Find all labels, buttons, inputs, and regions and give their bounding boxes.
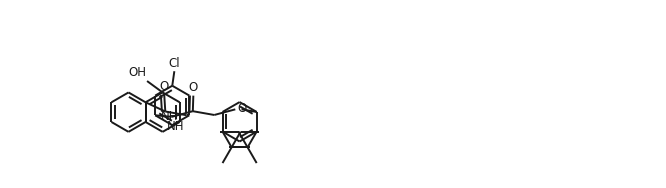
Text: OH: OH <box>128 66 146 79</box>
Text: O: O <box>160 80 169 93</box>
Text: NH: NH <box>167 120 184 133</box>
Text: NH: NH <box>161 110 178 123</box>
Text: O: O <box>188 81 198 94</box>
Text: O: O <box>237 102 246 115</box>
Text: Cl: Cl <box>168 57 180 70</box>
